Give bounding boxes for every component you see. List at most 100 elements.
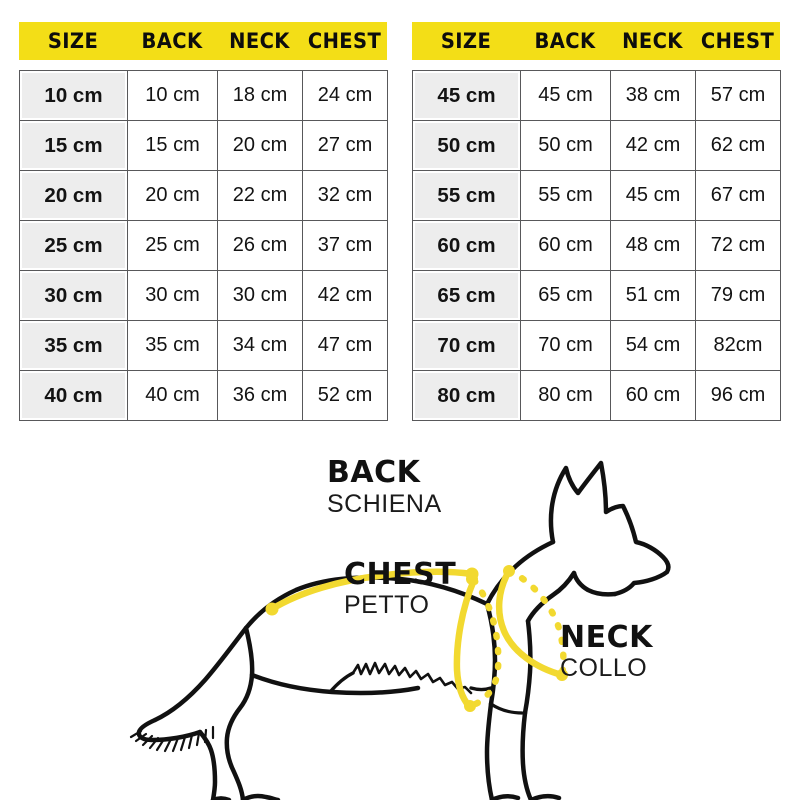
cell-chest: 27 cm bbox=[302, 120, 388, 171]
cell-neck: 20 cm bbox=[217, 120, 303, 171]
cell-size: 20 cm bbox=[19, 170, 128, 221]
table-row: 70 cm 70 cm 54 cm 82cm bbox=[412, 320, 781, 371]
cell-size: 15 cm bbox=[19, 120, 128, 171]
cell-neck: 34 cm bbox=[217, 320, 303, 371]
cell-back: 70 cm bbox=[520, 320, 611, 371]
table-left-body: 10 cm 10 cm 18 cm 24 cm 15 cm 15 cm 20 c… bbox=[19, 70, 388, 421]
column-header-chest: CHEST bbox=[700, 29, 775, 53]
cell-neck: 42 cm bbox=[610, 120, 696, 171]
cell-back: 80 cm bbox=[520, 370, 611, 421]
cell-chest: 24 cm bbox=[302, 70, 388, 121]
table-right-body: 45 cm 45 cm 38 cm 57 cm 50 cm 50 cm 42 c… bbox=[412, 70, 781, 421]
cell-chest: 62 cm bbox=[695, 120, 781, 171]
table-right-header-row: SIZE BACK NECK CHEST bbox=[412, 22, 780, 60]
cell-size: 35 cm bbox=[19, 320, 128, 371]
cell-chest: 57 cm bbox=[695, 70, 781, 121]
cell-neck: 26 cm bbox=[217, 220, 303, 271]
cell-size-text: 40 cm bbox=[22, 373, 125, 418]
cell-size-text: 60 cm bbox=[415, 223, 518, 268]
cell-size-text: 30 cm bbox=[22, 273, 125, 318]
cell-size-text: 15 cm bbox=[22, 123, 125, 168]
chest-endpoint-top-dot bbox=[466, 573, 478, 585]
cell-chest: 96 cm bbox=[695, 370, 781, 421]
cell-chest: 52 cm bbox=[302, 370, 388, 421]
table-row: 40 cm 40 cm 36 cm 52 cm bbox=[19, 370, 388, 421]
label-back-sub: SCHIENA bbox=[327, 490, 442, 518]
label-back-main: BACK bbox=[327, 455, 422, 490]
table-row: 35 cm 35 cm 34 cm 47 cm bbox=[19, 320, 388, 371]
cell-chest: 79 cm bbox=[695, 270, 781, 321]
cell-neck: 38 cm bbox=[610, 70, 696, 121]
table-row: 50 cm 50 cm 42 cm 62 cm bbox=[412, 120, 781, 171]
cell-chest: 47 cm bbox=[302, 320, 388, 371]
table-row: 15 cm 15 cm 20 cm 27 cm bbox=[19, 120, 388, 171]
cell-neck: 60 cm bbox=[610, 370, 696, 421]
label-chest-main: CHEST bbox=[344, 557, 456, 592]
cell-chest: 37 cm bbox=[302, 220, 388, 271]
chest-endpoint-bottom-dot bbox=[464, 700, 476, 712]
cell-neck: 30 cm bbox=[217, 270, 303, 321]
cell-size: 25 cm bbox=[19, 220, 128, 271]
column-header-neck: NECK bbox=[622, 29, 683, 53]
label-neck-main: NECK bbox=[560, 620, 654, 655]
cell-back: 30 cm bbox=[127, 270, 218, 321]
table-row: 10 cm 10 cm 18 cm 24 cm bbox=[19, 70, 388, 121]
cell-back: 40 cm bbox=[127, 370, 218, 421]
table-row: 55 cm 55 cm 45 cm 67 cm bbox=[412, 170, 781, 221]
cell-neck: 18 cm bbox=[217, 70, 303, 121]
cell-size: 70 cm bbox=[412, 320, 521, 371]
cell-size-text: 65 cm bbox=[415, 273, 518, 318]
table-row: 20 cm 20 cm 22 cm 32 cm bbox=[19, 170, 388, 221]
neck-endpoint-bottom-dot bbox=[556, 669, 568, 681]
column-header-size: SIZE bbox=[47, 29, 99, 53]
column-header-back: BACK bbox=[141, 29, 203, 53]
cell-neck: 22 cm bbox=[217, 170, 303, 221]
back-endpoint-start-dot bbox=[265, 602, 279, 616]
cell-back: 35 cm bbox=[127, 320, 218, 371]
neck-endpoint-top-dot bbox=[503, 565, 515, 577]
chest-measure-line bbox=[453, 576, 478, 710]
cell-size-text: 70 cm bbox=[415, 323, 518, 368]
table-row: 65 cm 65 cm 51 cm 79 cm bbox=[412, 270, 781, 321]
cell-size-text: 25 cm bbox=[22, 223, 125, 268]
cell-size-text: 10 cm bbox=[22, 73, 125, 118]
cell-size: 80 cm bbox=[412, 370, 521, 421]
cell-size-text: 20 cm bbox=[22, 173, 125, 218]
cell-size-text: 50 cm bbox=[415, 123, 518, 168]
cell-back: 65 cm bbox=[520, 270, 611, 321]
cell-chest: 82cm bbox=[695, 320, 781, 371]
cell-neck: 36 cm bbox=[217, 370, 303, 421]
back-measure-line bbox=[268, 568, 476, 613]
table-row: 45 cm 45 cm 38 cm 57 cm bbox=[412, 70, 781, 121]
cell-size: 10 cm bbox=[19, 70, 128, 121]
cell-neck: 51 cm bbox=[610, 270, 696, 321]
cell-size-text: 45 cm bbox=[415, 73, 518, 118]
cell-size-text: 55 cm bbox=[415, 173, 518, 218]
dog-diagram-svg: BACK SCHIENA CHEST PETTO NECK COLLO bbox=[129, 455, 671, 800]
cell-size: 40 cm bbox=[19, 370, 128, 421]
cell-back: 50 cm bbox=[520, 120, 611, 171]
cell-size-text: 35 cm bbox=[22, 323, 125, 368]
cell-size-text: 80 cm bbox=[415, 373, 518, 418]
cell-chest: 42 cm bbox=[302, 270, 388, 321]
cell-back: 20 cm bbox=[127, 170, 218, 221]
cell-back: 55 cm bbox=[520, 170, 611, 221]
cell-neck: 48 cm bbox=[610, 220, 696, 271]
cell-neck: 45 cm bbox=[610, 170, 696, 221]
table-row: 60 cm 60 cm 48 cm 72 cm bbox=[412, 220, 781, 271]
table-left-header-row: SIZE BACK NECK CHEST bbox=[19, 22, 387, 60]
size-table-right: SIZE BACK NECK CHEST 45 cm 45 cm 38 cm 5… bbox=[412, 22, 781, 421]
table-row: 30 cm 30 cm 30 cm 42 cm bbox=[19, 270, 388, 321]
column-header-chest: CHEST bbox=[307, 29, 382, 53]
table-row: 80 cm 80 cm 60 cm 96 cm bbox=[412, 370, 781, 421]
column-header-back: BACK bbox=[534, 29, 596, 53]
neck-measure-line bbox=[495, 567, 566, 679]
table-row: 25 cm 25 cm 26 cm 37 cm bbox=[19, 220, 388, 271]
cell-size: 60 cm bbox=[412, 220, 521, 271]
back-fur-zigzag bbox=[351, 661, 473, 695]
cell-back: 60 cm bbox=[520, 220, 611, 271]
cell-back: 10 cm bbox=[127, 70, 218, 121]
label-chest-sub: PETTO bbox=[344, 591, 429, 619]
cell-back: 45 cm bbox=[520, 70, 611, 121]
cell-size: 65 cm bbox=[412, 270, 521, 321]
